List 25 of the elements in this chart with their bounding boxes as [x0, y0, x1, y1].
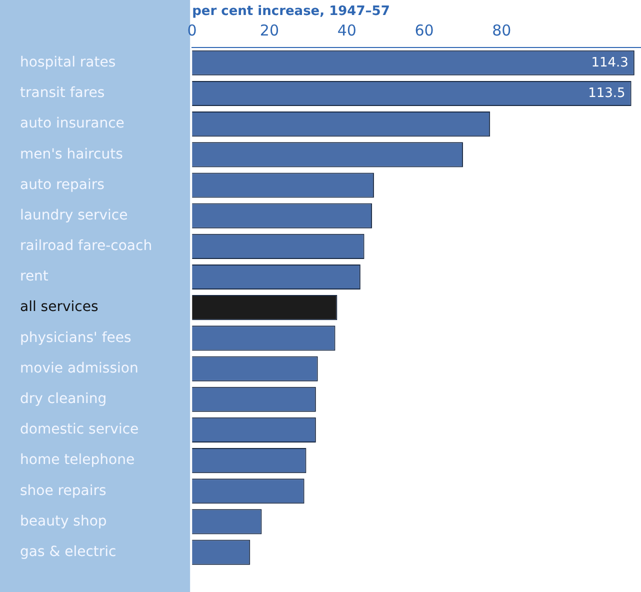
y-tick-label: auto repairs — [20, 176, 104, 193]
y-tick-label: auto insurance — [20, 116, 124, 132]
y-tick-label: transit fares — [20, 85, 105, 102]
y-tick-label: hospital rates — [20, 54, 116, 71]
x-axis-title: per cent increase, 1947–57 — [192, 4, 390, 20]
y-tick-label: dry cleaning — [20, 391, 107, 408]
y-tick-label: shoe repairs — [20, 482, 106, 499]
y-tick-label: home telephone — [20, 452, 135, 468]
data-label: 114.3 — [591, 55, 628, 70]
x-tick-label: 60 — [414, 21, 434, 40]
x-tick-label: 0 — [187, 21, 197, 40]
y-tick-label: rent — [20, 268, 49, 285]
y-tick-label: railroad fare-coach — [20, 238, 152, 254]
y-tick-label: all services — [20, 299, 98, 316]
x-tick-label: 80 — [492, 21, 512, 40]
y-tick-label: physicians' fees — [20, 330, 132, 346]
y-tick-label: gas & electric — [20, 544, 116, 560]
x-tick-label: 40 — [337, 21, 356, 40]
y-tick-label: laundry service — [20, 207, 128, 224]
x-tick-label: 20 — [260, 21, 280, 40]
y-tick-label: movie admission — [20, 360, 138, 376]
y-tick-label: domestic service — [20, 422, 139, 438]
data-label: 113.5 — [588, 86, 626, 101]
y-tick-label: men's haircuts — [20, 146, 123, 162]
y-tick-label: beauty shop — [20, 513, 107, 530]
